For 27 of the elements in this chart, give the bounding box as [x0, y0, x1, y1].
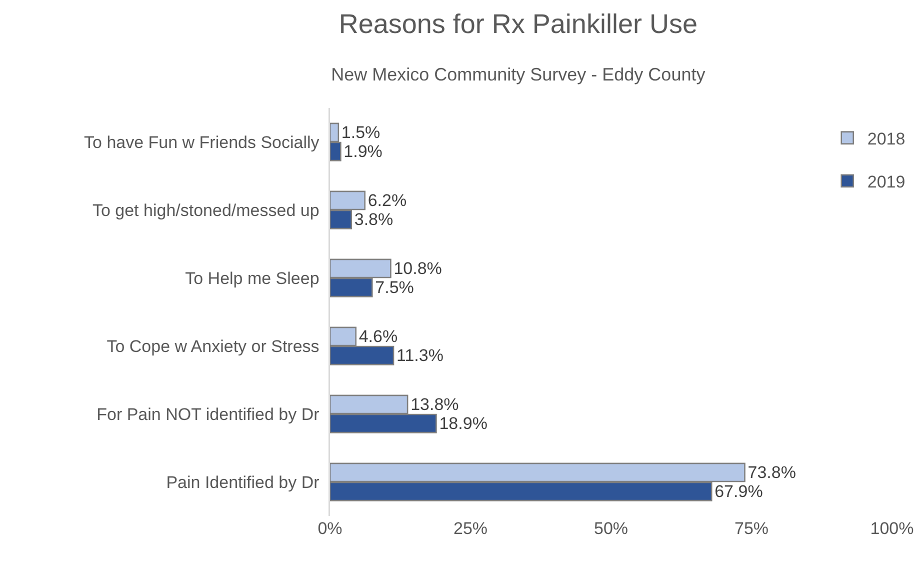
data-label: 7.5%	[375, 278, 414, 298]
data-label: 1.5%	[341, 122, 380, 142]
data-label: 73.8%	[748, 462, 796, 482]
y-tick-label: To get high/stoned/messed up	[92, 200, 320, 220]
y-tick-label: For Pain NOT identified by Dr	[96, 404, 320, 424]
y-tick-label: Pain Identified by Dr	[166, 472, 320, 492]
x-tick-label: 75%	[734, 519, 769, 538]
data-label: 1.9%	[344, 142, 382, 162]
data-label: 6.2%	[368, 190, 407, 210]
x-tick-label: 25%	[453, 519, 488, 538]
legend-label: 2019	[867, 172, 906, 192]
chart-subtitle: New Mexico Community Survey - Eddy County	[331, 64, 706, 84]
data-label: 4.6%	[358, 326, 398, 346]
x-tick-label: 50%	[594, 519, 628, 538]
x-tick-label: 0%	[318, 519, 342, 538]
y-tick-label: To Help me Sleep	[185, 268, 320, 288]
data-label: 13.8%	[410, 394, 459, 414]
data-label: 11.3%	[396, 346, 444, 366]
y-tick-label: To Cope w Anxiety or Stress	[106, 336, 320, 356]
chart-title: Reasons for Rx Painkiller Use	[338, 8, 698, 39]
y-tick-label: To have Fun w Friends Socially	[84, 132, 320, 152]
x-tick-label: 100%	[870, 519, 914, 538]
data-label: 18.9%	[439, 414, 488, 434]
data-label: 10.8%	[394, 258, 442, 278]
data-label: 67.9%	[714, 482, 763, 502]
data-label: 3.8%	[354, 210, 394, 230]
legend-label: 2018	[867, 129, 906, 148]
